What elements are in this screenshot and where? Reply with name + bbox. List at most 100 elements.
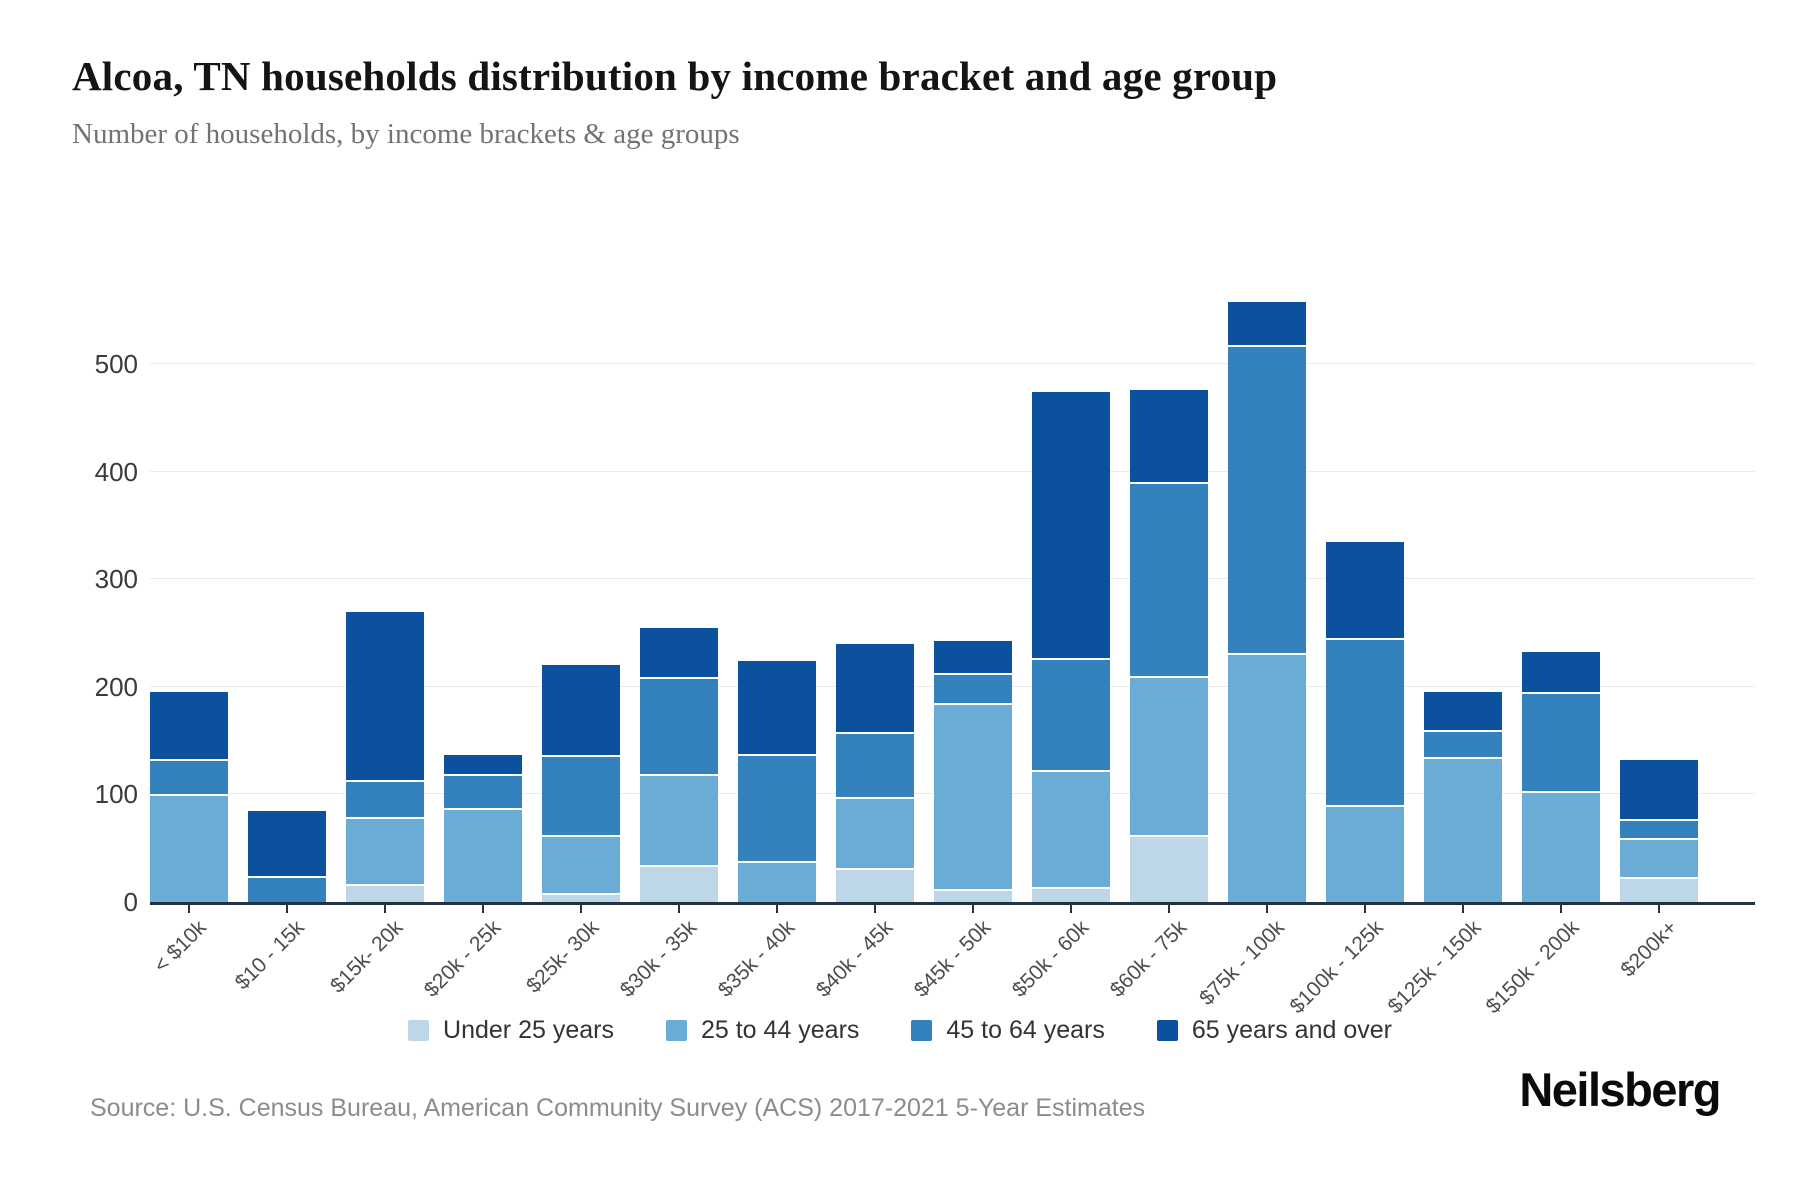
x-tick [580, 905, 582, 913]
bar-segment[interactable] [1424, 729, 1502, 757]
bar-slot [1022, 257, 1120, 902]
bar-segment[interactable] [1032, 769, 1110, 887]
bar-slot [1316, 257, 1414, 902]
bar-segment[interactable] [444, 754, 522, 775]
bar-segment[interactable] [542, 665, 620, 755]
stacked-bar-10[interactable] [1032, 391, 1110, 902]
bar-segment[interactable] [1228, 344, 1306, 654]
y-tick-label-100: 100 [94, 779, 138, 810]
legend-item[interactable]: Under 25 years [408, 1016, 614, 1045]
y-tick-label-400: 400 [94, 456, 138, 487]
bar-segment[interactable] [1326, 805, 1404, 902]
bar-segment[interactable] [150, 692, 228, 759]
bar-segment[interactable] [640, 627, 718, 678]
bar-segment[interactable] [542, 754, 620, 836]
bar-segment[interactable] [640, 773, 718, 866]
bar-segment[interactable] [1326, 638, 1404, 806]
x-tick-label: $100k - 125k [1285, 916, 1388, 1019]
bar-segment[interactable] [1522, 791, 1600, 902]
x-tick-label: $200k+ [1615, 916, 1682, 982]
bar-segment[interactable] [836, 796, 914, 868]
x-tick-label: $35k - 40k [713, 916, 800, 1002]
bar-segment[interactable] [1424, 756, 1502, 902]
stacked-bar-15[interactable] [1522, 652, 1600, 902]
stacked-bar-11[interactable] [1130, 389, 1208, 902]
bar-segment[interactable] [1032, 886, 1110, 902]
legend-item[interactable]: 65 years and over [1156, 1016, 1392, 1045]
bar-segment[interactable] [836, 643, 914, 733]
y-axis: 0 100 200 300 400 500 [0, 257, 138, 917]
x-tick [1560, 905, 1562, 913]
bar-segment[interactable] [1326, 541, 1404, 639]
bar-segment[interactable] [934, 889, 1012, 902]
bar-segment[interactable] [1522, 692, 1600, 792]
bar-segment[interactable] [1228, 653, 1306, 902]
bar-segment[interactable] [346, 883, 424, 902]
stacked-bar-5[interactable] [542, 665, 620, 902]
bar-segment[interactable] [1228, 301, 1306, 345]
stacked-bar-1[interactable] [150, 692, 228, 902]
legend-label: 65 years and over [1191, 1016, 1392, 1044]
bar-segment[interactable] [542, 893, 620, 902]
x-tick [1462, 905, 1464, 913]
bar-segment[interactable] [1130, 676, 1208, 836]
bar-segment[interactable] [1522, 652, 1600, 693]
x-tick-label: $50k - 60k [1007, 916, 1094, 1002]
bar-segment[interactable] [934, 703, 1012, 890]
bar-segment[interactable] [1130, 835, 1208, 902]
stacked-bar-7[interactable] [738, 661, 816, 902]
bar-segment[interactable] [934, 672, 1012, 704]
bar-segment[interactable] [836, 867, 914, 902]
stacked-bar-3[interactable] [346, 611, 424, 902]
bar-segment[interactable] [346, 611, 424, 781]
stacked-bar-9[interactable] [934, 640, 1012, 902]
bar-segment[interactable] [738, 661, 816, 754]
bar-segment[interactable] [444, 774, 522, 809]
bar-segment[interactable] [1620, 877, 1698, 902]
bar-segment[interactable] [150, 794, 228, 902]
legend-label: 25 to 44 years [700, 1016, 860, 1044]
x-tick [776, 905, 778, 913]
legend-label: 45 to 64 years [946, 1016, 1105, 1044]
bar-slot [336, 257, 434, 902]
bar-segment[interactable] [738, 753, 816, 862]
bar-segment[interactable] [1620, 760, 1698, 820]
brand-logo: Neilsberg [1519, 1063, 1721, 1116]
bar-segment[interactable] [150, 758, 228, 795]
stacked-bar-13[interactable] [1326, 541, 1404, 902]
bar-segment[interactable] [542, 835, 620, 894]
stacked-bar-14[interactable] [1424, 692, 1502, 902]
bar-segment[interactable] [836, 732, 914, 797]
stacked-bar-12[interactable] [1228, 301, 1306, 902]
bar-segment[interactable] [248, 876, 326, 902]
stacked-bar-2[interactable] [248, 810, 326, 902]
legend-item[interactable]: 25 to 44 years [665, 1016, 860, 1045]
bar-slot [140, 257, 238, 902]
bar-segment[interactable] [1032, 391, 1110, 658]
x-tick [188, 905, 190, 913]
bar-segment[interactable] [1620, 819, 1698, 838]
stacked-bar-6[interactable] [640, 627, 718, 902]
bar-segment[interactable] [1620, 837, 1698, 878]
stacked-bar-4[interactable] [444, 754, 522, 902]
bar-segment[interactable] [738, 861, 816, 902]
x-tick-label: $60k - 75k [1105, 916, 1192, 1002]
bar-segment[interactable] [1424, 692, 1502, 730]
bar-segment[interactable] [640, 677, 718, 774]
bar-segment[interactable] [346, 817, 424, 884]
legend-item[interactable]: 45 to 64 years [911, 1016, 1105, 1045]
bar-slot [532, 257, 630, 902]
x-tick [972, 905, 974, 913]
bar-segment[interactable] [1130, 482, 1208, 677]
bar-segment[interactable] [640, 865, 718, 902]
bar-segment[interactable] [248, 810, 326, 877]
bar-segment[interactable] [1032, 657, 1110, 770]
legend-swatch-icon [911, 1020, 933, 1041]
bar-segment[interactable] [346, 780, 424, 818]
bar-slot [826, 257, 924, 902]
stacked-bar-8[interactable] [836, 643, 914, 902]
bar-segment[interactable] [934, 640, 1012, 673]
bar-segment[interactable] [444, 808, 522, 902]
stacked-bar-16[interactable] [1620, 760, 1698, 902]
bar-segment[interactable] [1130, 389, 1208, 483]
